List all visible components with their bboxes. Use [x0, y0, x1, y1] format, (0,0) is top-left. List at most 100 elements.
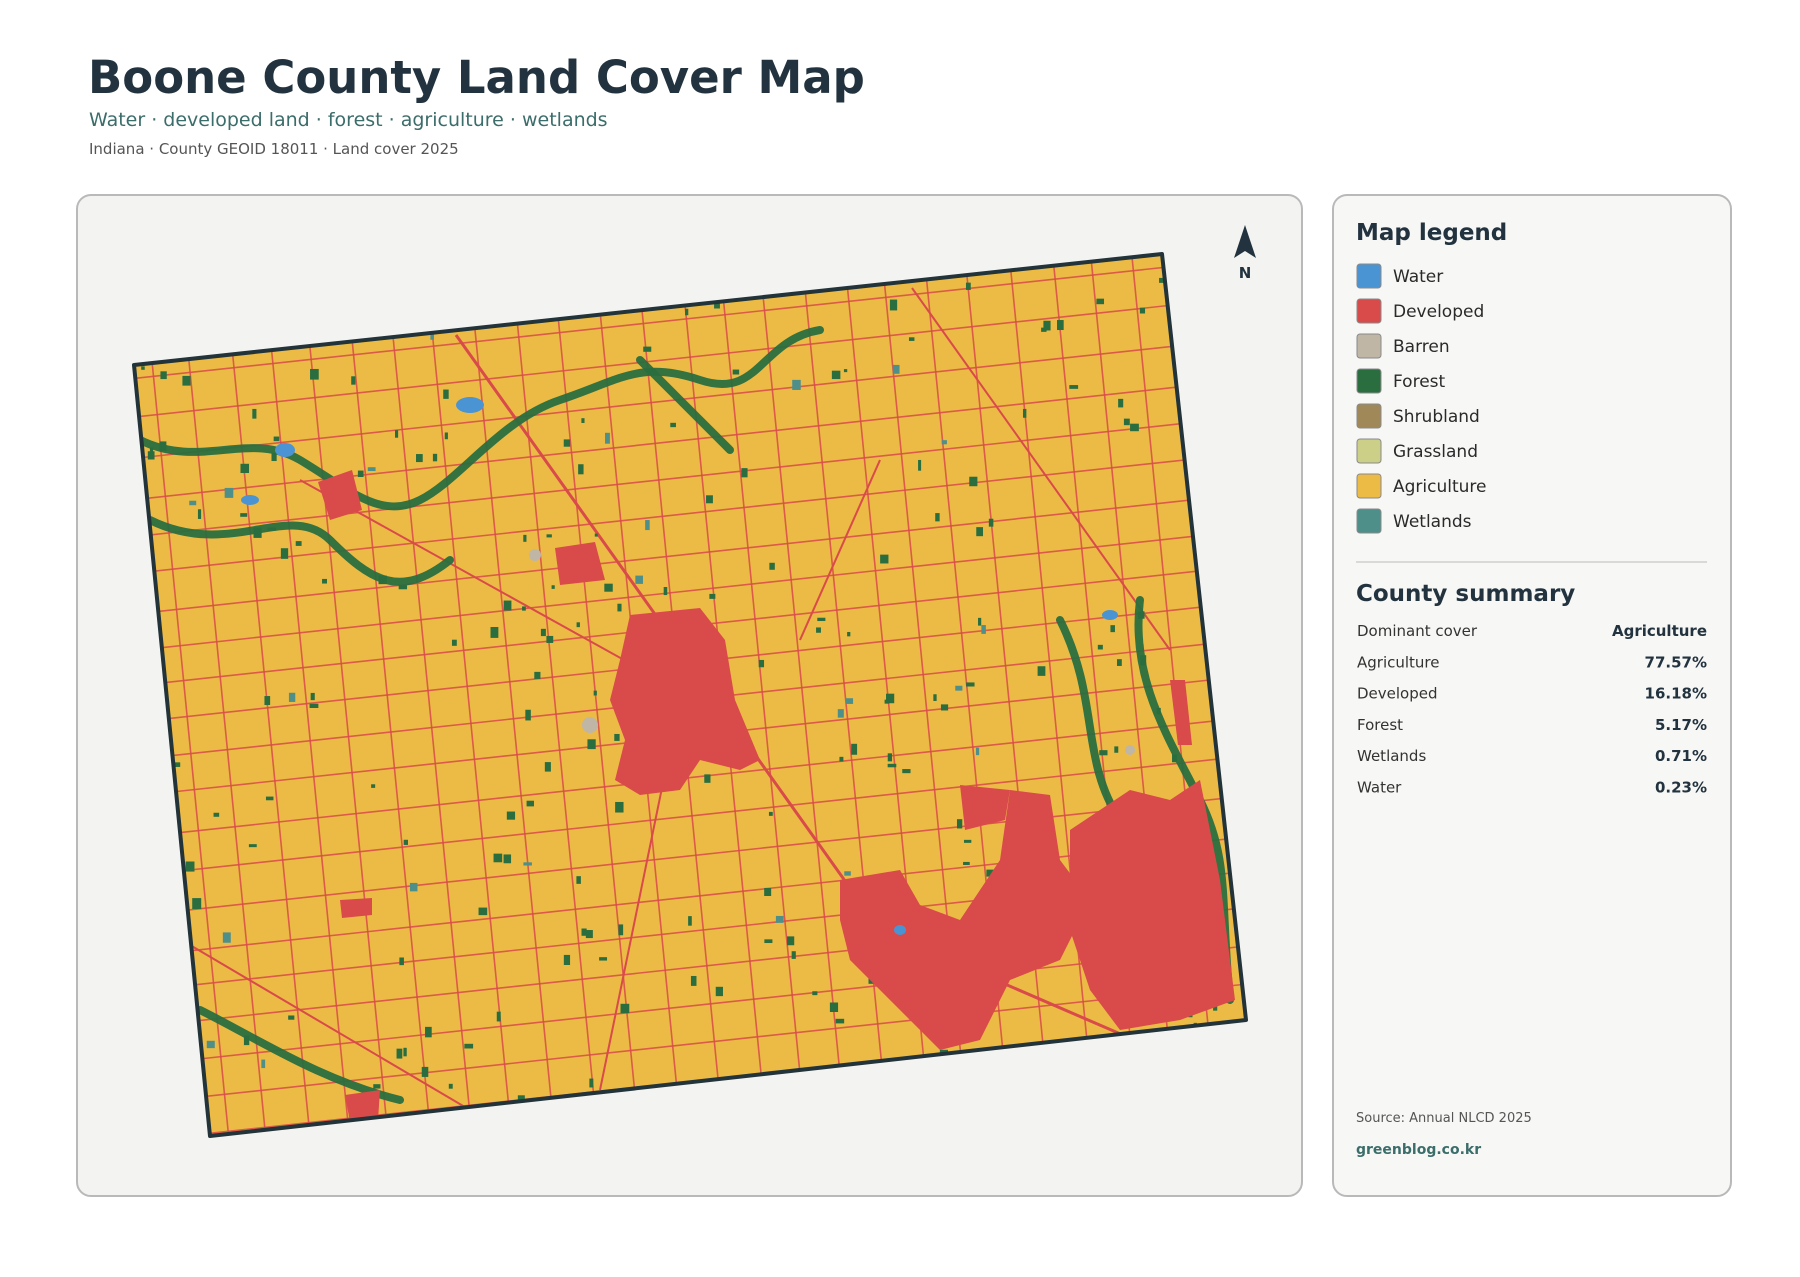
woodlot — [1114, 746, 1119, 753]
woodlot — [845, 698, 854, 704]
woodlot — [197, 509, 202, 519]
legend: Water Developed Barren Forest Shrubland Grass… — [1356, 263, 1487, 534]
road — [298, 254, 391, 1136]
woodlot — [443, 389, 449, 399]
woodlot — [430, 333, 434, 340]
woodlot — [1043, 320, 1051, 331]
woodlot — [764, 939, 773, 944]
woodlot — [265, 796, 274, 801]
road — [134, 943, 1246, 1069]
developed-area — [340, 898, 372, 918]
woodlot — [506, 811, 516, 820]
woodlot — [1172, 754, 1177, 763]
woodlot — [829, 1002, 839, 1013]
woodlot — [847, 631, 851, 637]
legend-swatch — [1356, 298, 1382, 324]
woodlot — [271, 452, 277, 462]
road — [756, 254, 849, 1136]
woodlot — [769, 562, 775, 570]
woodlot — [988, 518, 994, 527]
woodlot — [975, 747, 980, 756]
woodlot — [160, 371, 167, 380]
woodlot — [451, 639, 457, 646]
woodlot — [371, 784, 376, 788]
woodlot — [395, 430, 399, 438]
summary-label: Developed — [1357, 685, 1438, 703]
woodlot — [839, 756, 844, 762]
summary-value: 16.18% — [1645, 685, 1707, 703]
woodlot — [935, 513, 940, 522]
woodlot — [969, 476, 978, 487]
woodlot — [709, 593, 716, 599]
woodlot — [464, 1043, 474, 1049]
road — [465, 254, 557, 1136]
woodlot — [526, 800, 534, 807]
woodlot — [403, 1047, 407, 1057]
woodlot — [273, 436, 280, 442]
woodlot — [490, 626, 499, 638]
highway — [911, 287, 1171, 651]
woodlot — [351, 376, 356, 385]
woodlot — [264, 696, 271, 705]
woodlot — [578, 464, 584, 475]
page-subtitle: Water · developed land · forest · agricu… — [89, 109, 608, 131]
woodlot — [147, 451, 155, 460]
summary-table: Dominant cover Agriculture Agriculture 77.5… — [1357, 622, 1707, 797]
woodlot — [173, 762, 181, 767]
woodlot — [918, 459, 922, 471]
woodlot — [309, 703, 319, 708]
legend-swatch — [1356, 438, 1382, 464]
legend-label: Agriculture — [1393, 477, 1487, 497]
barren-patch — [582, 717, 598, 733]
developed-area — [1170, 680, 1192, 745]
woodlot — [963, 861, 970, 865]
woodlot — [663, 586, 668, 596]
woodlot — [522, 606, 526, 611]
woodlot — [817, 617, 826, 622]
sidebar-panel — [1332, 194, 1732, 1197]
woodlot — [644, 347, 648, 352]
woodlot — [478, 907, 488, 916]
woodlot — [261, 1059, 266, 1069]
legend-label: Grassland — [1393, 442, 1478, 462]
woodlot — [831, 370, 841, 380]
woodlot — [1156, 707, 1161, 715]
road — [259, 254, 352, 1136]
woodlot — [373, 1084, 381, 1089]
woodlot — [593, 690, 597, 696]
road — [716, 254, 809, 1136]
woodlot — [614, 733, 620, 741]
woodlot — [978, 617, 982, 626]
woodlot — [1069, 385, 1079, 389]
woodlot — [288, 1015, 295, 1020]
woodlot — [837, 709, 844, 718]
legend-label: Wetlands — [1393, 512, 1472, 532]
woodlot — [714, 302, 720, 309]
woodlot — [902, 769, 911, 774]
woodlot — [523, 534, 527, 542]
woodlot — [378, 575, 387, 585]
woodlot — [1139, 307, 1146, 314]
woodlot — [399, 957, 404, 966]
woodlot — [791, 951, 796, 959]
woodlot — [149, 447, 154, 455]
woodlot — [599, 957, 608, 961]
woodlot — [956, 819, 963, 829]
woodlot — [444, 432, 448, 440]
woodlot — [941, 440, 947, 445]
woodlot — [503, 854, 512, 864]
forest-corridor — [146, 516, 454, 586]
woodlot — [367, 467, 376, 472]
summary-value: 0.23% — [1655, 779, 1707, 797]
developed-area — [840, 790, 1090, 1050]
barren-patch — [529, 549, 541, 561]
summary-value: Agriculture — [1612, 622, 1707, 640]
forest-corridor — [636, 356, 734, 454]
north-label: N — [1239, 264, 1252, 282]
woodlot — [792, 379, 801, 390]
woodlot — [615, 801, 624, 813]
land-cover — [136, 261, 1243, 1136]
woodlot — [976, 527, 984, 537]
road — [134, 981, 1246, 1107]
